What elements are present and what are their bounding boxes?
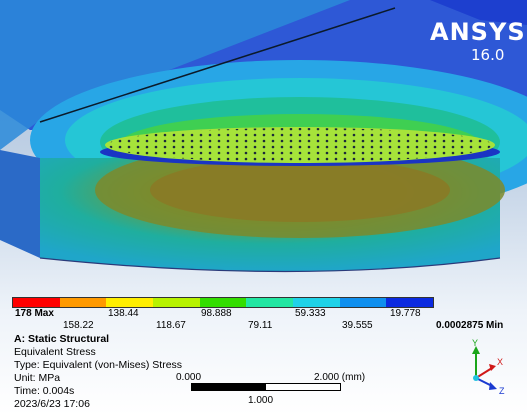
legend-segment: [339, 298, 387, 307]
result-type: Type: Equivalent (von-Mises) Stress: [14, 359, 183, 371]
upper-body-light: [0, 0, 527, 25]
legend-max-label: 178 Max: [15, 308, 54, 319]
legend-label-98: 98.888: [201, 308, 232, 319]
legend-label-19: 19.778: [390, 308, 421, 319]
x-axis-label: X: [497, 357, 503, 367]
x-axis-arrow: [475, 367, 493, 379]
y-axis-head: [472, 346, 480, 354]
model-edge-line: [39, 7, 396, 123]
z-axis-label: Z: [499, 386, 505, 396]
triad-origin: [473, 375, 479, 381]
result-date: 2023/6/23 17:06: [14, 398, 90, 410]
legend-segment: [246, 298, 294, 307]
legend-segment: [153, 298, 200, 307]
legend-segment: [106, 298, 154, 307]
legend-segment: [199, 298, 247, 307]
result-unit: Unit: MPa: [14, 372, 61, 384]
coordinate-triad[interactable]: Y X Z: [458, 338, 518, 398]
legend-segment: [59, 298, 107, 307]
legend-segment: [13, 298, 60, 307]
legend-label-138: 138.44: [108, 308, 139, 319]
scale-bar: [191, 383, 341, 391]
upper-left-region: [0, 0, 350, 150]
scale-right-label: 2.000 (mm): [314, 372, 366, 383]
lower-contour-core: [150, 158, 450, 222]
perforation-dots: [108, 128, 492, 162]
scale-mid-label: 1.000: [248, 395, 274, 406]
legend-label-39: 39.555: [342, 320, 373, 331]
legend-label-59: 59.333: [295, 308, 326, 319]
result-name: Equivalent Stress: [14, 346, 96, 358]
legend-label-158: 158.22: [63, 320, 94, 331]
legend-min-label: 0.0002875 Min: [436, 320, 504, 331]
analysis-title: A: Static Structural: [14, 333, 110, 345]
z-axis-head: [489, 382, 497, 390]
legend-label-79: 79.11: [248, 320, 273, 331]
x-axis-head: [489, 364, 496, 371]
legend-segment: [386, 298, 434, 307]
ansys-version: 16.0: [471, 46, 505, 64]
ansys-logo: ANSYS: [430, 18, 526, 46]
legend-segment: [293, 298, 340, 307]
result-time: Time: 0.004s: [14, 385, 75, 397]
stress-legend-bar: [12, 297, 434, 308]
y-axis-label: Y: [472, 338, 478, 348]
scale-left-label: 0.000: [176, 372, 202, 383]
legend-label-118: 118.67: [156, 320, 186, 331]
lower-body-edge: [39, 257, 501, 273]
left-side-body: [0, 150, 40, 258]
